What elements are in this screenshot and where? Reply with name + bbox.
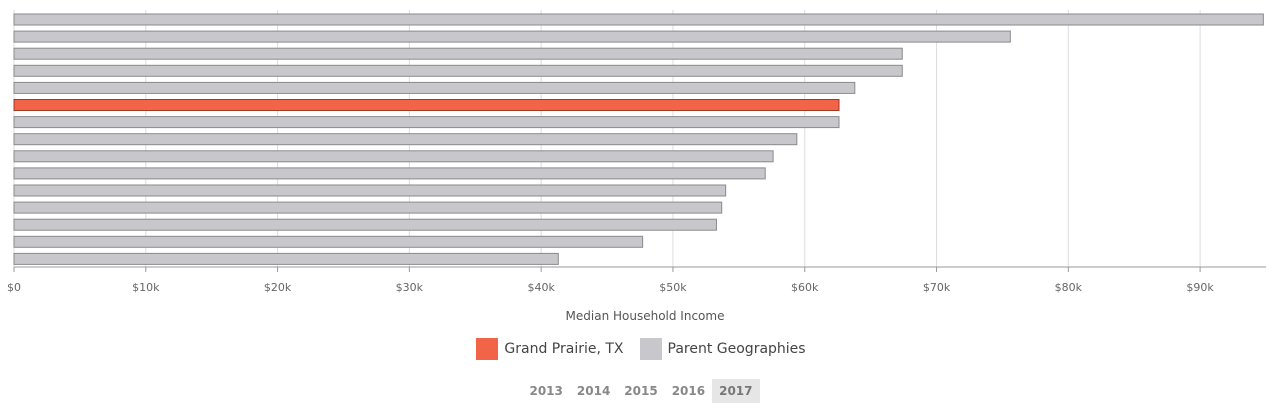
x-tick-label: $80k: [1055, 281, 1083, 294]
x-tick-label: $10k: [132, 281, 160, 294]
year-selector: 2013 2014 2015 2016 2017: [0, 379, 1282, 403]
legend-label-parent-geographies: Parent Geographies: [667, 341, 806, 357]
x-axis-title: Median Household Income: [566, 309, 725, 323]
bar-parent-geography[interactable]: [13, 150, 774, 163]
x-tick-label: $0: [7, 281, 21, 294]
bar-parent-geography[interactable]: [13, 235, 644, 248]
bar-parent-geography[interactable]: [13, 252, 559, 265]
bar-parent-geography[interactable]: [13, 201, 723, 214]
bar-parent-geography[interactable]: [13, 218, 717, 231]
year-2017[interactable]: 2017: [712, 379, 760, 403]
bar-chart: $0 $10k $20k $30k $40k $50k $60k $70k $80k $90k M…: [7, 10, 1266, 323]
legend-swatch-parent: [639, 338, 662, 360]
bar-parent-geography[interactable]: [13, 13, 1264, 26]
bar-parent-geography[interactable]: [13, 184, 727, 197]
bar-parent-geography[interactable]: [13, 30, 1011, 43]
bar-parent-geography[interactable]: [13, 64, 903, 77]
year-2014[interactable]: 2014: [576, 384, 611, 398]
x-tick-label: $50k: [659, 281, 687, 294]
legend-item-parent-geographies[interactable]: Parent Geographies: [639, 338, 806, 360]
bar-parent-geography[interactable]: [13, 47, 903, 60]
bars: [13, 13, 1264, 265]
x-tick-label: $40k: [527, 281, 555, 294]
bar-parent-geography[interactable]: [13, 167, 766, 180]
x-axis-ticks: $0 $10k $20k $30k $40k $50k $60k $70k $80k $90k: [7, 267, 1214, 294]
x-tick-label: $20k: [264, 281, 292, 294]
legend-swatch-highlight: [476, 338, 499, 360]
legend: Grand Prairie, TX Parent Geographies: [0, 338, 1282, 360]
x-tick-label: $60k: [791, 281, 819, 294]
year-2015[interactable]: 2015: [624, 384, 658, 398]
bar-parent-geography[interactable]: [13, 133, 798, 146]
year-2016[interactable]: 2016: [671, 384, 706, 398]
bar-parent-geography[interactable]: [13, 81, 856, 94]
bar-parent-geography[interactable]: [13, 116, 840, 129]
x-tick-label: $70k: [923, 281, 951, 294]
legend-label-grand-prairie: Grand Prairie, TX: [504, 341, 624, 357]
bar-grand-prairie[interactable]: [13, 99, 840, 111]
legend-item-grand-prairie[interactable]: Grand Prairie, TX: [476, 338, 624, 360]
x-tick-label: $30k: [396, 281, 424, 294]
x-tick-label: $90k: [1186, 281, 1214, 294]
year-2013[interactable]: 2013: [529, 384, 563, 398]
